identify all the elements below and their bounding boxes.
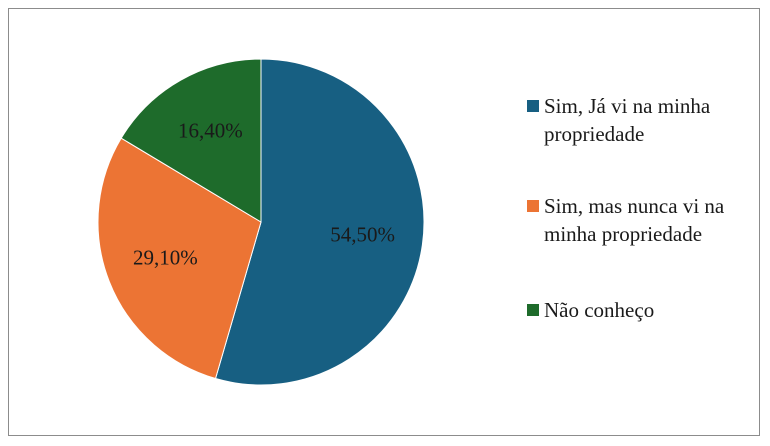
pie-slice bbox=[214, 58, 425, 386]
pie-slice bbox=[97, 137, 262, 380]
chart-frame bbox=[8, 8, 760, 436]
legend-item: Sim, Já vi na minha propriedade bbox=[527, 92, 747, 148]
legend-item: Não conheço bbox=[527, 296, 747, 324]
legend-swatch bbox=[527, 304, 539, 316]
data-label: 29,10% bbox=[133, 245, 198, 269]
pie-slice bbox=[120, 58, 262, 223]
legend-label: Não conheço bbox=[544, 298, 655, 322]
legend-label: Sim, Já vi na minha propriedade bbox=[544, 94, 711, 146]
legend-swatch bbox=[527, 100, 539, 112]
legend-swatch bbox=[527, 200, 539, 212]
legend-item: Sim, mas nunca vi na minha propriedade bbox=[527, 192, 747, 248]
legend-label: Sim, mas nunca vi na minha propriedade bbox=[544, 194, 725, 246]
data-label: 54,50% bbox=[330, 222, 395, 246]
data-label: 16,40% bbox=[178, 118, 243, 142]
